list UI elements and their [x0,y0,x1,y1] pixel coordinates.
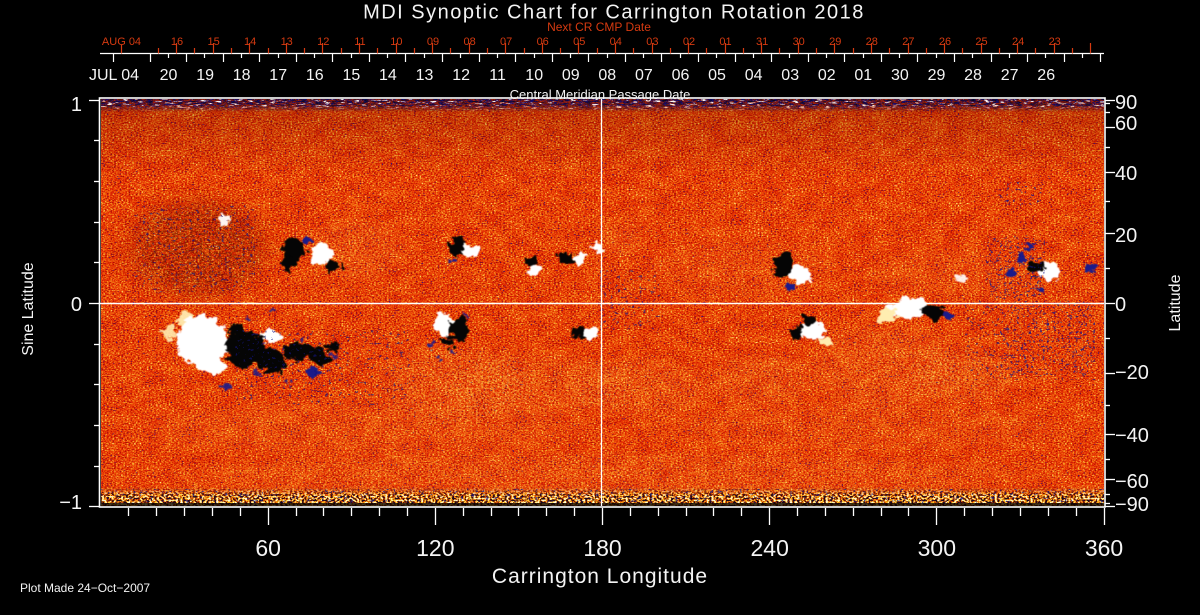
svg-text:10: 10 [525,67,543,84]
svg-text:14: 14 [244,36,256,48]
svg-text:−90: −90 [1115,494,1149,516]
svg-text:20: 20 [1115,225,1137,247]
svg-text:03: 03 [646,36,658,48]
svg-text:01: 01 [719,36,731,48]
svg-text:24: 24 [1012,36,1024,48]
svg-text:−60: −60 [1115,471,1149,493]
svg-text:60: 60 [1115,113,1137,135]
svg-text:18: 18 [233,67,251,84]
svg-text:AUG 04: AUG 04 [102,36,141,48]
svg-text:Latitude: Latitude [1167,274,1184,331]
svg-text:360: 360 [1085,535,1123,561]
svg-text:300: 300 [918,535,956,561]
svg-text:14: 14 [379,67,397,84]
svg-text:09: 09 [427,36,439,48]
svg-text:−1: −1 [59,492,82,514]
svg-text:31: 31 [756,36,768,48]
svg-text:Plot Made 24−Oct−2007: Plot Made 24−Oct−2007 [20,581,150,595]
svg-text:0: 0 [71,294,82,316]
svg-text:23: 23 [1049,36,1061,48]
svg-text:19: 19 [196,67,214,84]
svg-text:04: 04 [610,36,622,48]
svg-text:08: 08 [463,36,475,48]
svg-text:40: 40 [1115,163,1137,185]
svg-text:60: 60 [255,535,281,561]
svg-text:26: 26 [939,36,951,48]
svg-text:06: 06 [537,36,549,48]
svg-text:11: 11 [489,67,506,84]
svg-text:30: 30 [793,36,805,48]
svg-text:03: 03 [781,67,799,84]
svg-text:17: 17 [269,67,287,84]
svg-text:MDI Synoptic Chart for Carring: MDI Synoptic Chart for Carrington Rotati… [363,2,865,24]
svg-text:30: 30 [891,67,909,84]
svg-text:120: 120 [416,535,454,561]
svg-text:10: 10 [390,36,402,48]
svg-text:25: 25 [975,36,987,48]
svg-text:11: 11 [354,36,365,48]
svg-text:−40: −40 [1115,425,1149,447]
svg-text:07: 07 [635,67,653,84]
svg-text:Central Meridian Passage Date: Central Meridian Passage Date [510,87,691,102]
svg-text:05: 05 [573,36,585,48]
svg-text:09: 09 [562,67,580,84]
svg-text:28: 28 [964,67,982,84]
svg-text:16: 16 [171,36,183,48]
svg-text:08: 08 [598,67,616,84]
svg-text:01: 01 [854,67,872,84]
svg-text:27: 27 [1001,67,1019,84]
svg-text:−20: −20 [1115,362,1149,384]
svg-text:240: 240 [751,535,789,561]
svg-text:29: 29 [928,67,946,84]
svg-text:04: 04 [745,67,763,84]
svg-text:02: 02 [818,67,836,84]
svg-text:12: 12 [317,36,329,48]
svg-text:90: 90 [1115,92,1137,114]
svg-text:0: 0 [1115,294,1126,316]
svg-text:JUL 04: JUL 04 [89,67,139,84]
svg-text:16: 16 [306,67,324,84]
svg-text:1: 1 [71,94,82,116]
svg-text:13: 13 [416,67,434,84]
svg-text:26: 26 [1037,67,1055,84]
svg-text:Sine Latitude: Sine Latitude [20,262,37,356]
svg-text:02: 02 [683,36,695,48]
svg-text:07: 07 [500,36,512,48]
svg-text:180: 180 [583,535,621,561]
svg-text:29: 29 [829,36,841,48]
svg-text:Carrington Longitude: Carrington Longitude [492,565,708,588]
svg-text:27: 27 [902,36,914,48]
svg-text:13: 13 [281,36,293,48]
svg-text:28: 28 [866,36,878,48]
svg-text:15: 15 [343,67,361,84]
svg-text:12: 12 [452,67,470,84]
svg-text:15: 15 [207,36,219,48]
svg-text:20: 20 [160,67,178,84]
svg-text:05: 05 [708,67,726,84]
svg-text:Next CR CMP Date: Next CR CMP Date [547,20,651,34]
svg-text:06: 06 [672,67,690,84]
